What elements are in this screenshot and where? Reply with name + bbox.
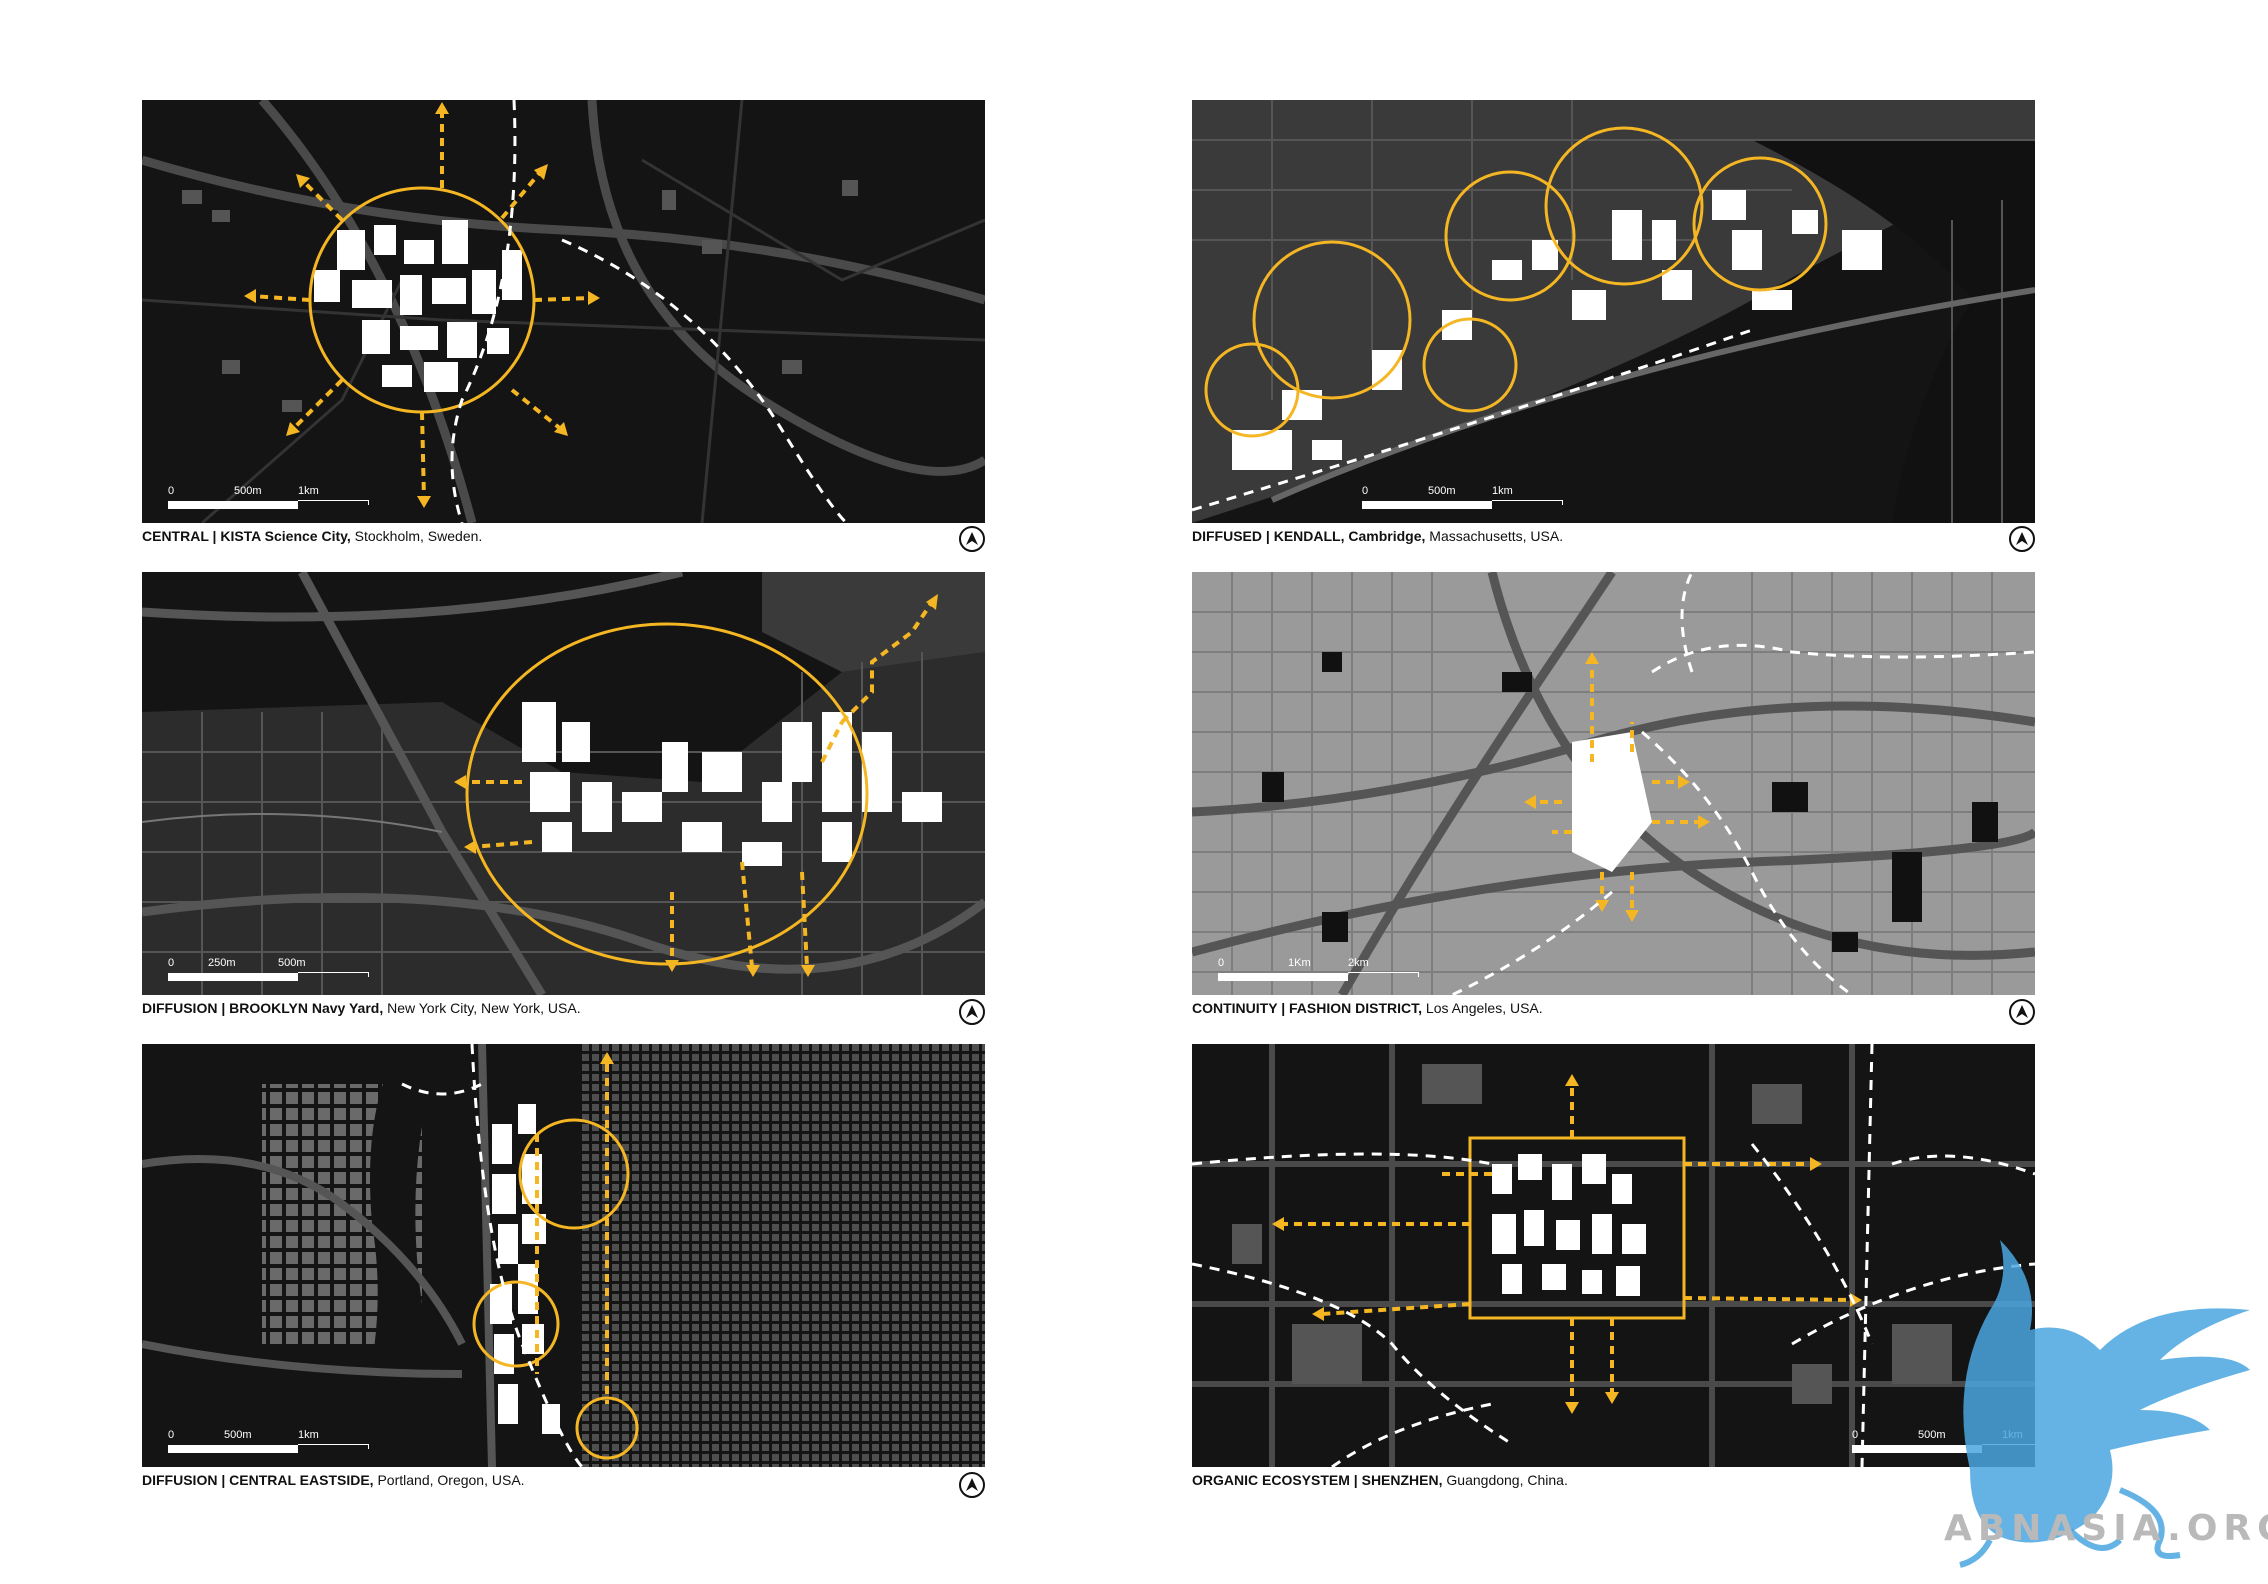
scale-zero: 0 [168, 485, 175, 497]
scale-end: 1km [298, 1429, 319, 1441]
north-arrow-icon [959, 999, 985, 1025]
scale-mid: 250m [208, 957, 236, 969]
caption-type: DIFFUSED | [1192, 528, 1274, 544]
caption-type: CONTINUITY | [1192, 1000, 1289, 1016]
map-brooklyn: 0 250m 500m [142, 572, 985, 995]
caption-kista: CENTRAL | KISTA Science City, Stockholm,… [142, 524, 985, 548]
map-shenzhen-drawing [1192, 1044, 2035, 1467]
scale-end: 1km [1492, 485, 1513, 497]
scale-mid: 500m [1918, 1429, 1946, 1441]
map-kendall-drawing [1192, 100, 2035, 523]
caption-brooklyn: DIFFUSION | BROOKLYN Navy Yard, New York… [142, 996, 985, 1020]
griffin-logo-icon [1959, 1240, 2250, 1568]
watermark-text: ABNASIA.ORG [1944, 1508, 2268, 1549]
scale-zero: 0 [1852, 1429, 1859, 1441]
caption-place: Guangdong, China. [1442, 1472, 1568, 1488]
scale-zero: 0 [1218, 957, 1225, 969]
north-arrow-icon [959, 1472, 985, 1498]
caption-name: FASHION DISTRICT, [1289, 1000, 1423, 1016]
scale-zero: 0 [168, 1429, 175, 1441]
scale-bar: 0 1Km 2km [1218, 947, 1419, 981]
scale-mid: 500m [234, 485, 262, 497]
caption-type: DIFFUSION | [142, 1000, 230, 1016]
map-central-eastside-drawing [142, 1044, 985, 1467]
caption-type: ORGANIC ECOSYSTEM | [1192, 1472, 1362, 1488]
caption-place: New York City, New York, USA. [383, 1000, 581, 1016]
scale-zero: 0 [168, 957, 175, 969]
scale-end: 500m [278, 957, 306, 969]
caption-kendall: DIFFUSED | KENDALL, Cambridge, Massachus… [1192, 524, 2035, 548]
caption-shenzhen: ORGANIC ECOSYSTEM | SHENZHEN, Guangdong,… [1192, 1468, 2035, 1492]
caption-fashion-district: CONTINUITY | FASHION DISTRICT, Los Angel… [1192, 996, 2035, 1020]
scale-bar: 0 500m 1km [168, 1419, 369, 1453]
north-arrow-icon [2009, 999, 2035, 1025]
caption-place: Los Angeles, USA. [1422, 1000, 1543, 1016]
map-kista: 0 500m 1km [142, 100, 985, 523]
scale-bar: 0 500m 1km [168, 475, 369, 509]
caption-place: Portland, Oregon, USA. [373, 1472, 525, 1488]
caption-name: CENTRAL EASTSIDE, [229, 1472, 374, 1488]
north-arrow-icon [959, 526, 985, 552]
caption-type: DIFFUSION | [142, 1472, 230, 1488]
map-shenzhen: 0 500m 1km [1192, 1044, 2035, 1467]
caption-name: BROOKLYN Navy Yard, [229, 1000, 384, 1016]
map-brooklyn-drawing [142, 572, 985, 995]
caption-name: KENDALL, Cambridge, [1273, 528, 1426, 544]
scale-bar: 0 500m 1km [1362, 475, 1563, 509]
map-central-eastside: 0 500m 1km [142, 1044, 985, 1467]
scale-end: 2km [1348, 957, 1369, 969]
caption-name: SHENZHEN, [1361, 1472, 1443, 1488]
caption-central-eastside: DIFFUSION | CENTRAL EASTSIDE, Portland, … [142, 1468, 985, 1492]
caption-place: Stockholm, Sweden. [350, 528, 483, 544]
caption-place: Massachusetts, USA. [1425, 528, 1564, 544]
map-kendall: 0 500m 1km [1192, 100, 2035, 523]
map-fashion-district-drawing [1192, 572, 2035, 995]
scale-mid: 500m [224, 1429, 252, 1441]
scale-bar: 0 250m 500m [168, 947, 369, 981]
scale-mid: 1Km [1288, 957, 1311, 969]
north-arrow-icon [2009, 526, 2035, 552]
scale-end: 1km [298, 485, 319, 497]
caption-name: KISTA Science City, [220, 528, 351, 544]
map-fashion-district: 0 1Km 2km [1192, 572, 2035, 995]
caption-type: CENTRAL | [142, 528, 221, 544]
scale-zero: 0 [1362, 485, 1369, 497]
scale-mid: 500m [1428, 485, 1456, 497]
map-kista-drawing [142, 100, 985, 523]
